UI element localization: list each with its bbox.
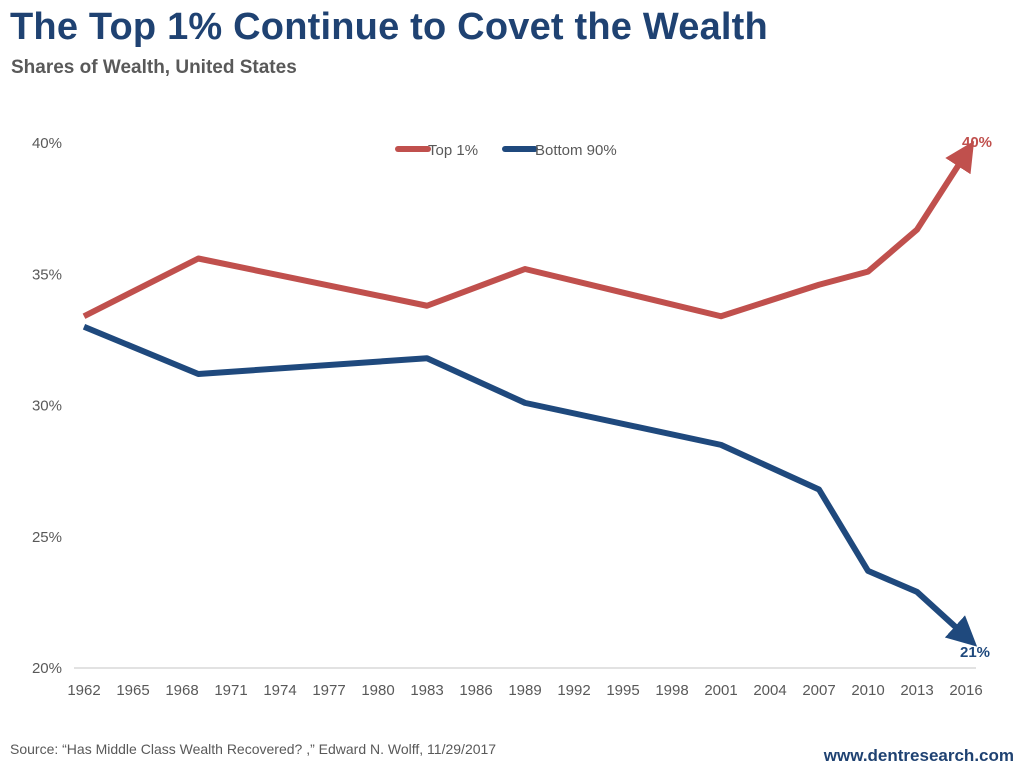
legend: Top 1% Bottom 90%: [395, 142, 617, 159]
x-tick-label: 2007: [802, 682, 835, 699]
source-note: Source: “Has Middle Class Wealth Recover…: [10, 741, 497, 757]
x-tick-label: 1986: [459, 682, 492, 699]
end-value-label: 40%: [962, 134, 992, 151]
y-tick-label: 35%: [32, 266, 62, 283]
y-tick-label: 30%: [32, 398, 62, 415]
x-tick-label: 1995: [606, 682, 639, 699]
x-tick-label: 1974: [263, 682, 296, 699]
x-tick-label: 2010: [851, 682, 884, 699]
x-tick-label: 1983: [410, 682, 443, 699]
end-labels: 40% 21%: [960, 134, 992, 661]
y-tick-label: 40%: [32, 135, 62, 152]
end-value-label: 21%: [960, 644, 990, 661]
chart-subtitle: Shares of Wealth, United States: [11, 57, 297, 78]
x-axis: 1962 1965 1968 1971 1974 1977 1980 1983 1986 1989…: [67, 667, 983, 699]
legend-label: Bottom 90%: [535, 142, 617, 159]
x-tick-label: 1968: [165, 682, 198, 699]
x-tick-label: 2004: [753, 682, 786, 699]
chart-title: The Top 1% Continue to Covet the Wealth: [10, 6, 768, 48]
y-tick-label: 25%: [32, 529, 62, 546]
x-tick-label: 2016: [949, 682, 982, 699]
x-tick-label: 2001: [704, 682, 737, 699]
x-tick-label: 1989: [508, 682, 541, 699]
x-tick-label: 1971: [214, 682, 247, 699]
legend-label: Top 1%: [428, 142, 478, 159]
x-tick-label: 1962: [67, 682, 100, 699]
x-tick-label: 2013: [900, 682, 933, 699]
website-link[interactable]: www.dentresearch.com: [823, 746, 1014, 765]
series-line-top-1[interactable]: [82, 140, 975, 320]
x-tick-label: 1965: [116, 682, 149, 699]
y-tick-label: 20%: [32, 660, 62, 677]
x-tick-label: 1992: [557, 682, 590, 699]
x-tick-label: 1998: [655, 682, 688, 699]
series-layer: [82, 140, 978, 647]
x-tick-label: 1977: [312, 682, 345, 699]
x-tick-label: 1980: [361, 682, 394, 699]
y-axis: 20% 25% 30% 35% 40%: [32, 135, 62, 677]
series-line-bottom-90[interactable]: [82, 323, 978, 647]
